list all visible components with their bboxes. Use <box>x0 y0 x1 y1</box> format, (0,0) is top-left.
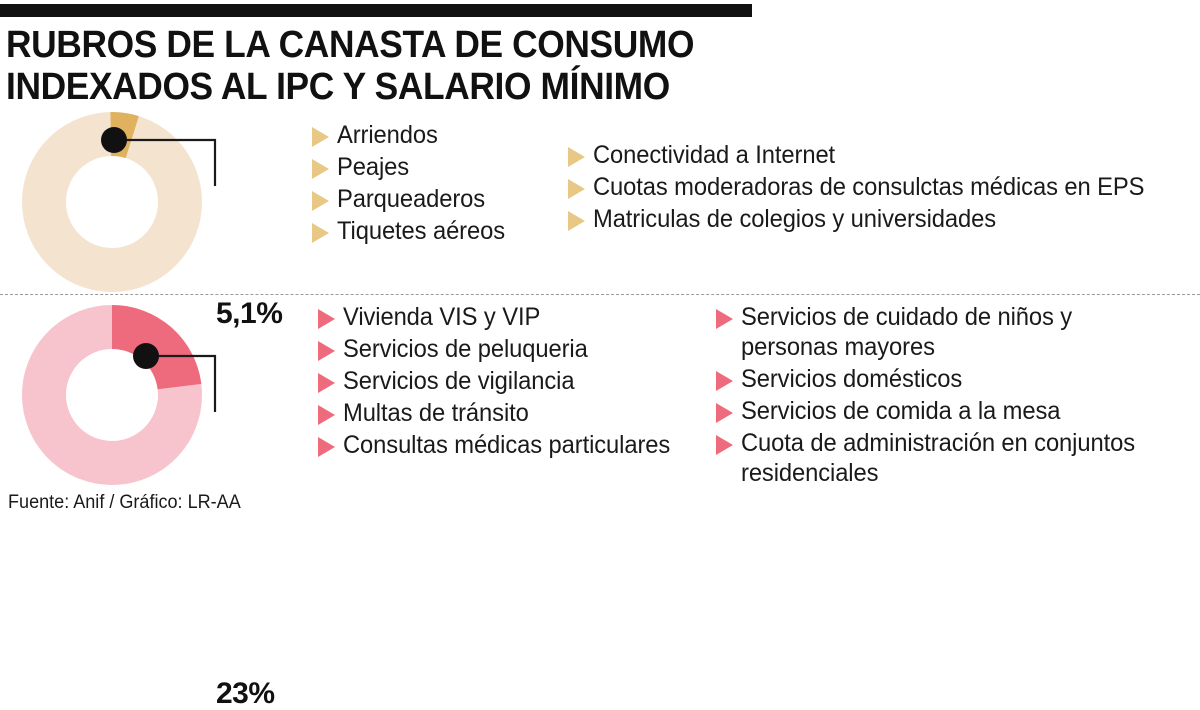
ipc-donut-wrap <box>8 112 308 294</box>
legend-label: Consultas médicas particulares <box>343 431 671 459</box>
triangle-bullet-icon <box>318 309 335 329</box>
ipc-marker-dot <box>101 127 127 153</box>
triangle-bullet-icon <box>568 211 585 231</box>
legend-item: Cuota de administración en conjuntos res… <box>716 428 1196 488</box>
legend-label: Vivienda VIS y VIP <box>343 303 541 331</box>
legend-label: Multas de tránsito <box>343 399 529 427</box>
section-divider <box>0 294 1200 295</box>
triangle-bullet-icon <box>716 403 733 423</box>
salario-minimo-callout-leader <box>156 354 217 412</box>
legend-label: Cuota de administración en conjuntos res… <box>741 429 1135 487</box>
salario-minimo-legend-column-2: Servicios de cuidado de niños y personas… <box>716 302 1196 490</box>
salario-minimo-donut-chart <box>22 305 217 485</box>
legend-item: Servicios domésticos <box>716 364 1196 394</box>
legend-label: Arriendos <box>337 121 438 149</box>
triangle-bullet-icon <box>318 373 335 393</box>
triangle-bullet-icon <box>312 223 329 243</box>
legend-label: Conectividad a Internet <box>593 141 836 169</box>
triangle-bullet-icon <box>312 159 329 179</box>
triangle-bullet-icon <box>318 437 335 457</box>
legend-item: Vivienda VIS y VIP <box>318 302 708 332</box>
legend-item: Matriculas de colegios y universidades <box>568 204 1198 234</box>
legend-item: Servicios de peluqueria <box>318 334 708 364</box>
ipc-legend-column-2: Conectividad a Internet Cuotas moderador… <box>568 140 1198 236</box>
legend-item: Consultas médicas particulares <box>318 430 708 460</box>
page-title-line-2: INDEXADOS AL IPC Y SALARIO MÍNIMO <box>6 66 670 108</box>
page-title-line-1: RUBROS DE LA CANASTA DE CONSUMO <box>6 24 695 66</box>
triangle-bullet-icon <box>716 435 733 455</box>
page-title: RUBROS DE LA CANASTA DE CONSUMO INDEXADO… <box>6 24 806 108</box>
legend-item: Servicios de vigilancia <box>318 366 708 396</box>
salario-minimo-percentage-label: 23% <box>216 677 275 710</box>
ipc-legend-column-1: Arriendos Peajes Parqueaderos Tiquetes a… <box>312 120 562 248</box>
legend-item: Arriendos <box>312 120 562 150</box>
legend-label: Servicios de comida a la mesa <box>741 397 1061 425</box>
source-credit: Fuente: Anif / Gráfico: LR-AA <box>8 492 241 513</box>
legend-item: Cuotas moderadoras de consulctas médicas… <box>568 172 1198 202</box>
top-black-rule <box>0 4 752 17</box>
legend-label: Matriculas de colegios y universidades <box>593 205 996 233</box>
legend-label: Servicios de cuidado de niños y personas… <box>741 303 1073 361</box>
legend-label: Peajes <box>337 153 410 181</box>
triangle-bullet-icon <box>312 127 329 147</box>
salario-minimo-donut-segment <box>22 305 202 485</box>
legend-item: Tiquetes aéreos <box>312 216 562 246</box>
section-ipc: 5,1% Arriendos Peajes Parqueaderos Tique… <box>0 112 1200 329</box>
legend-label: Tiquetes aéreos <box>337 217 506 245</box>
section-salario-minimo: 23% Vivienda VIS y VIP Servicios de pelu… <box>0 300 1200 709</box>
ipc-donut-chart <box>22 112 217 292</box>
legend-label: Parqueaderos <box>337 185 486 213</box>
triangle-bullet-icon <box>568 179 585 199</box>
salario-minimo-legend-column-1: Vivienda VIS y VIP Servicios de peluquer… <box>318 302 708 462</box>
legend-item: Parqueaderos <box>312 184 562 214</box>
legend-label: Cuotas moderadoras de consulctas médicas… <box>593 173 1145 201</box>
legend-item: Multas de tránsito <box>318 398 708 428</box>
triangle-bullet-icon <box>716 309 733 329</box>
legend-item: Servicios de comida a la mesa <box>716 396 1196 426</box>
triangle-bullet-icon <box>568 147 585 167</box>
legend-label: Servicios de vigilancia <box>343 367 575 395</box>
ipc-percentage-label: 5,1% <box>216 297 283 330</box>
triangle-bullet-icon <box>716 371 733 391</box>
legend-item: Peajes <box>312 152 562 182</box>
salario-minimo-marker-dot <box>133 343 159 369</box>
triangle-bullet-icon <box>312 191 329 211</box>
triangle-bullet-icon <box>318 405 335 425</box>
legend-label: Servicios domésticos <box>741 365 963 393</box>
legend-label: Servicios de peluqueria <box>343 335 588 363</box>
infographic-root: RUBROS DE LA CANASTA DE CONSUMO INDEXADO… <box>0 4 1200 709</box>
legend-item: Conectividad a Internet <box>568 140 1198 170</box>
salario-minimo-donut-wrap <box>8 300 308 500</box>
triangle-bullet-icon <box>318 341 335 361</box>
legend-item: Servicios de cuidado de niños y personas… <box>716 302 1196 362</box>
ipc-callout-leader <box>121 138 217 186</box>
